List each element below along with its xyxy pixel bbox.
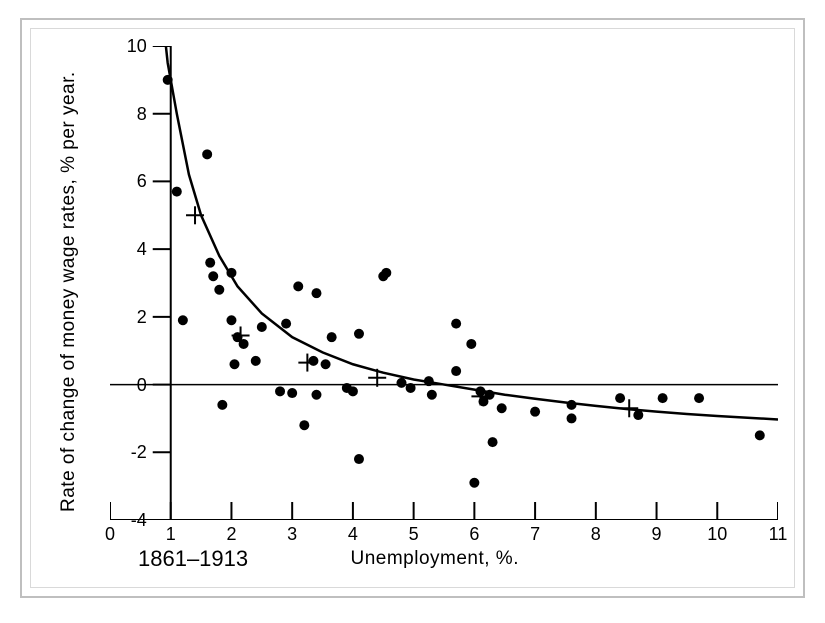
x-tick-label: 4 xyxy=(341,524,365,545)
data-point xyxy=(308,356,318,366)
x-tick-label: 3 xyxy=(280,524,304,545)
data-point xyxy=(424,376,434,386)
data-point xyxy=(178,315,188,325)
data-point xyxy=(497,403,507,413)
y-tick-label: 6 xyxy=(117,171,147,192)
data-point xyxy=(354,329,364,339)
data-point xyxy=(229,359,239,369)
cross-marker xyxy=(186,206,204,224)
data-point xyxy=(633,410,643,420)
plot-area xyxy=(110,46,778,520)
data-point xyxy=(530,407,540,417)
date-range-caption: 1861–1913 xyxy=(138,546,248,572)
data-point xyxy=(226,268,236,278)
data-point xyxy=(275,386,285,396)
data-point xyxy=(257,322,267,332)
data-point xyxy=(466,339,476,349)
data-point xyxy=(251,356,261,366)
y-tick-label: -4 xyxy=(117,510,147,531)
data-point xyxy=(172,187,182,197)
data-point xyxy=(469,478,479,488)
x-axis-title: Unemployment, %. xyxy=(350,548,519,570)
y-tick-label: 4 xyxy=(117,239,147,260)
data-point xyxy=(406,383,416,393)
data-point xyxy=(755,430,765,440)
x-tick-label: 9 xyxy=(645,524,669,545)
data-point xyxy=(488,437,498,447)
data-point xyxy=(281,319,291,329)
x-tick-label: 7 xyxy=(523,524,547,545)
data-point xyxy=(226,315,236,325)
data-point xyxy=(658,393,668,403)
data-point xyxy=(311,288,321,298)
data-point xyxy=(299,420,309,430)
data-point xyxy=(163,75,173,85)
data-point xyxy=(327,332,337,342)
x-tick-label: 11 xyxy=(766,524,790,545)
data-point xyxy=(321,359,331,369)
data-point xyxy=(427,390,437,400)
x-tick-label: 6 xyxy=(462,524,486,545)
data-point xyxy=(615,393,625,403)
data-point xyxy=(293,281,303,291)
x-tick-label: 2 xyxy=(219,524,243,545)
x-tick-label: 5 xyxy=(402,524,426,545)
data-point xyxy=(451,319,461,329)
data-point xyxy=(348,386,358,396)
y-tick-label: 8 xyxy=(117,104,147,125)
data-point xyxy=(567,413,577,423)
x-tick-label: 10 xyxy=(705,524,729,545)
data-point xyxy=(202,149,212,159)
data-point xyxy=(208,271,218,281)
data-point xyxy=(311,390,321,400)
y-axis-title: Rate of change of money wage rates, % pe… xyxy=(58,38,80,512)
x-tick-label: 1 xyxy=(159,524,183,545)
data-point xyxy=(451,366,461,376)
data-point xyxy=(378,271,388,281)
data-point xyxy=(214,285,224,295)
y-tick-label: 10 xyxy=(117,36,147,57)
data-point xyxy=(205,258,215,268)
x-tick-label: 8 xyxy=(584,524,608,545)
y-tick-label: -2 xyxy=(117,442,147,463)
data-point xyxy=(396,378,406,388)
y-tick-label: 2 xyxy=(117,307,147,328)
data-point xyxy=(694,393,704,403)
data-point xyxy=(217,400,227,410)
data-point xyxy=(354,454,364,464)
y-tick-label: 0 xyxy=(117,375,147,396)
chart-svg xyxy=(110,46,778,520)
data-point xyxy=(567,400,577,410)
data-point xyxy=(287,388,297,398)
data-point xyxy=(485,390,495,400)
